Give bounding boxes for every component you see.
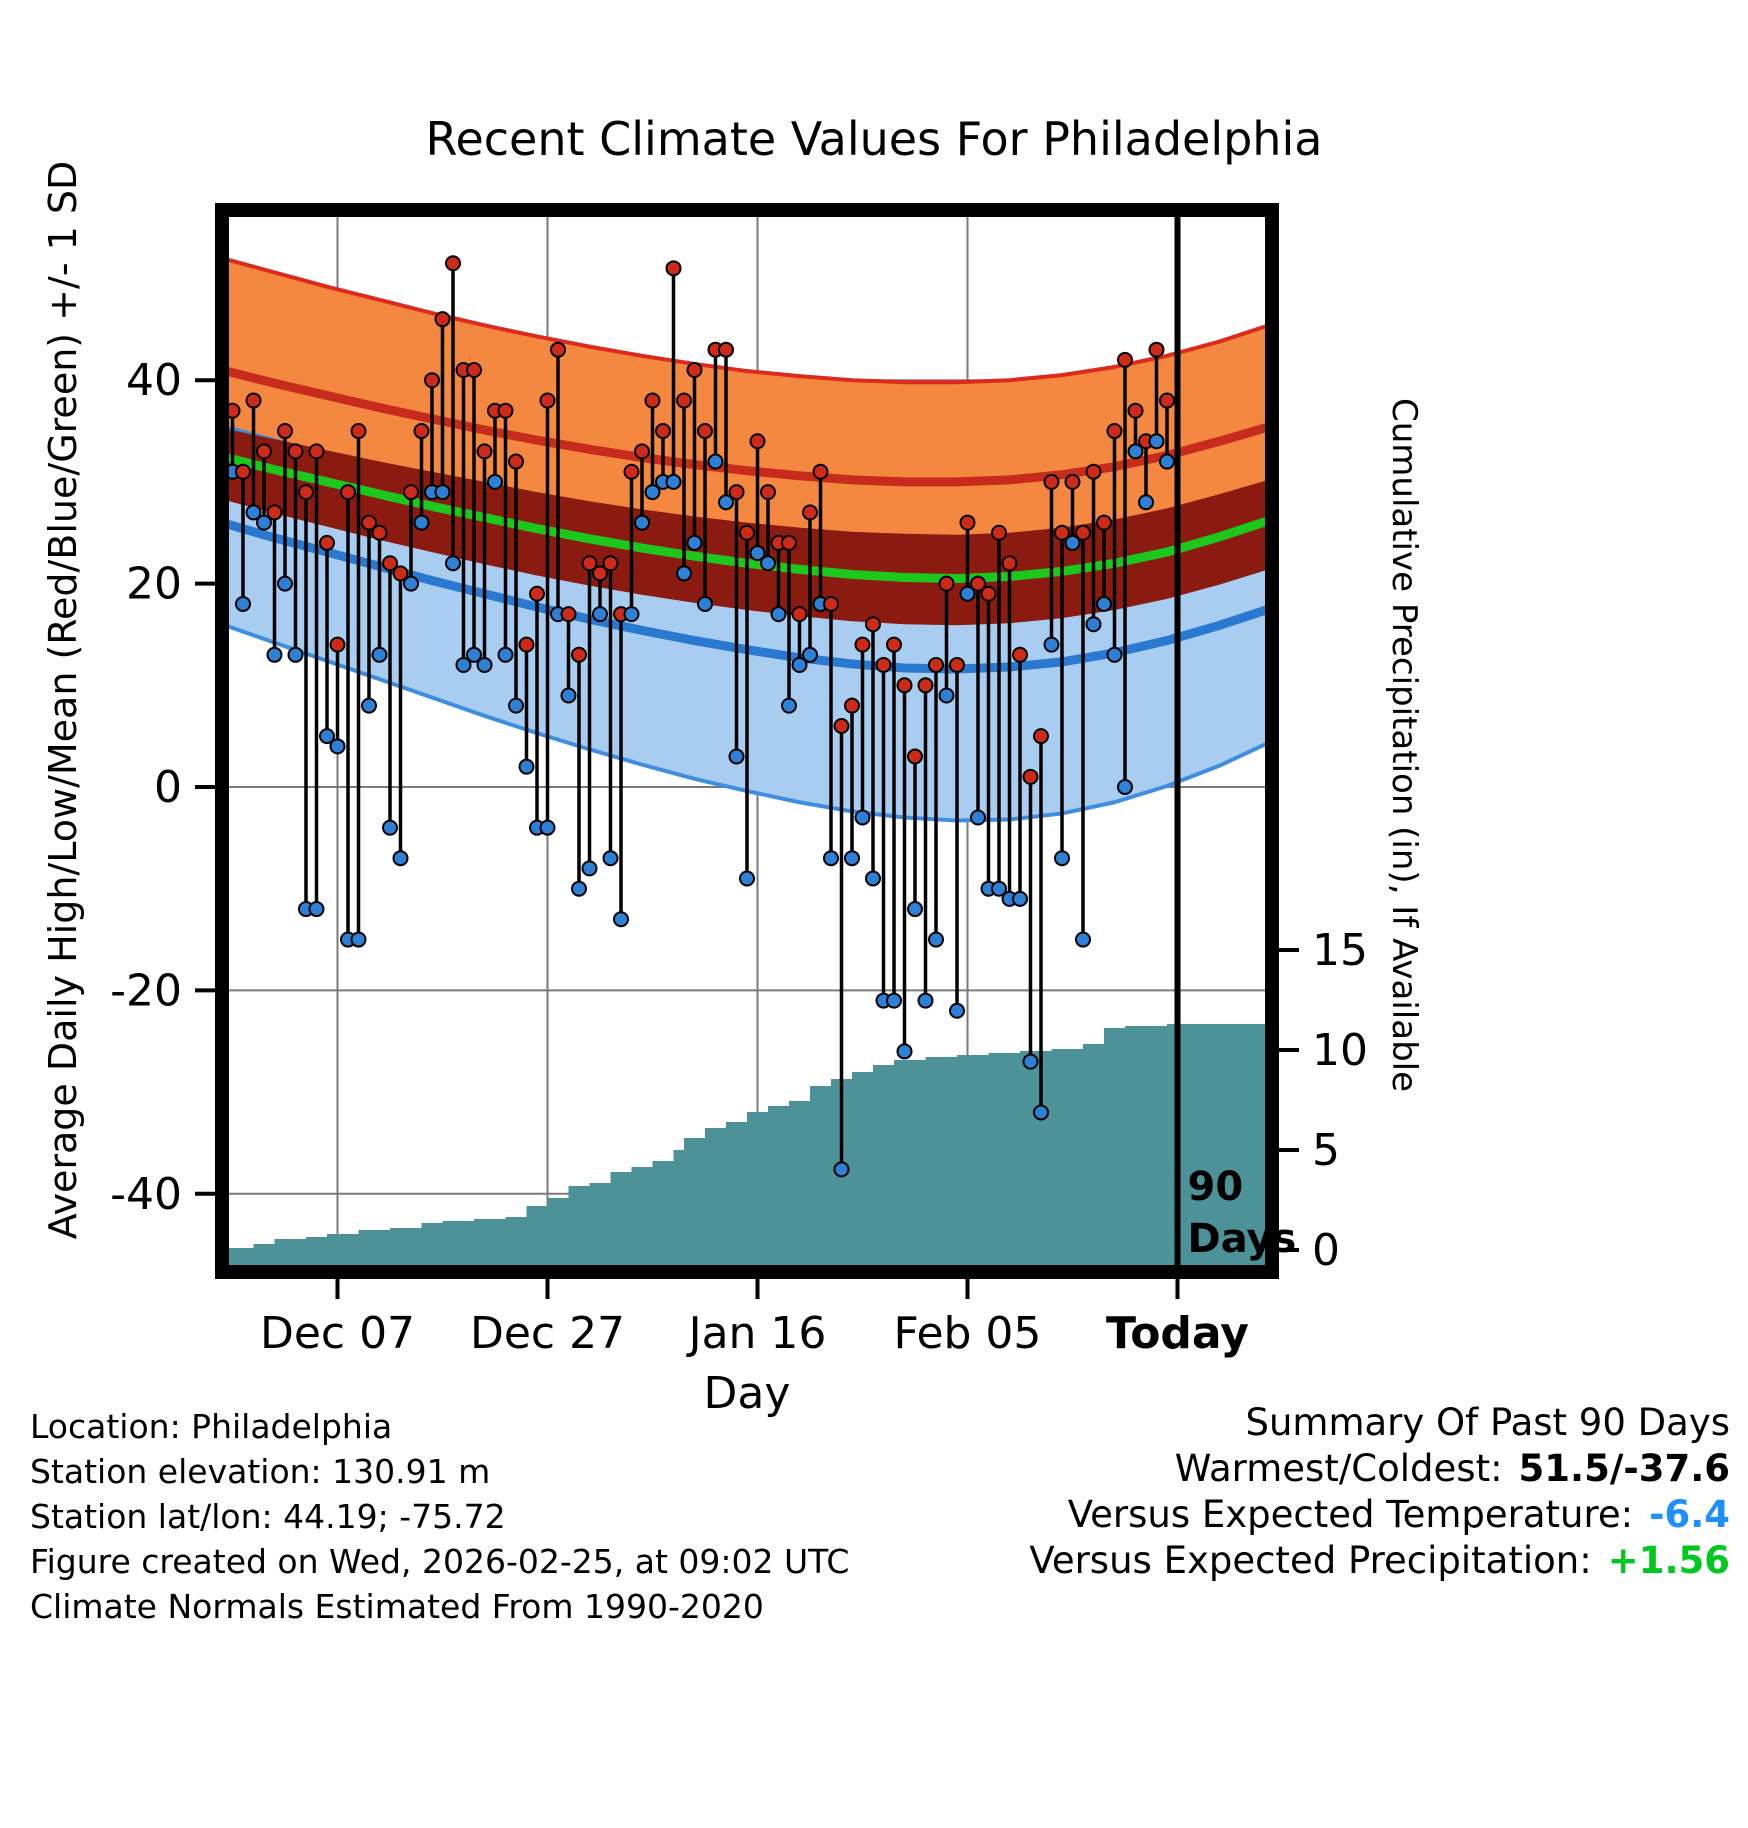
right-axis-label: Cumulative Precipitation (in), If Availa… [1384,397,1424,1093]
summary-row-vs-precip: Versus Expected Precipitation: +1.56 [1029,1538,1730,1584]
station-elevation: Station elevation: 130.91 m [30,1452,491,1491]
svg-text:Dec 27: Dec 27 [470,1308,625,1359]
summary-row-vs-temp: Versus Expected Temperature: -6.4 [1029,1492,1730,1538]
summary-row-warmest-coldest: Warmest/Coldest: 51.5/-37.6 [1029,1446,1730,1492]
climate-normals-note: Climate Normals Estimated From 1990-2020 [30,1587,764,1626]
svg-text:20: 20 [126,559,182,610]
summary-block: Summary Of Past 90 Days Warmest/Coldest:… [1029,1400,1730,1584]
svg-text:5: 5 [1312,1125,1340,1176]
summary-heading: Summary Of Past 90 Days [1245,1401,1730,1444]
svg-text:40: 40 [126,355,182,406]
svg-text:Days: Days [1188,1216,1297,1262]
summary-label: Warmest/Coldest: [1174,1447,1503,1490]
figure-created: Figure created on Wed, 2026-02-25, at 09… [30,1542,850,1581]
summary-value-vs-temp: -6.4 [1649,1493,1730,1536]
svg-text:10: 10 [1312,1025,1368,1076]
station-info: Location: Philadelphia Station elevation… [30,1404,849,1629]
summary-label: Versus Expected Temperature: [1067,1493,1634,1536]
station-location: Location: Philadelphia [30,1407,393,1446]
summary-value-vs-precip: +1.56 [1607,1539,1730,1582]
summary-label: Versus Expected Precipitation: [1029,1539,1592,1582]
summary-value-warmest-coldest: 51.5/-37.6 [1518,1447,1730,1490]
svg-text:-20: -20 [110,965,182,1016]
svg-text:0: 0 [154,762,182,813]
svg-text:-40: -40 [110,1169,182,1220]
svg-text:0: 0 [1312,1225,1340,1276]
x-axis-label: Day [703,1368,791,1419]
svg-text:Feb 05: Feb 05 [894,1308,1042,1359]
station-latlon: Station lat/lon: 44.19; -75.72 [30,1497,506,1536]
svg-text:Today: Today [1106,1308,1249,1359]
svg-text:Jan 16: Jan 16 [686,1308,827,1359]
svg-text:90: 90 [1188,1164,1244,1210]
svg-text:15: 15 [1312,925,1368,976]
chart-title: Recent Climate Values For Philadelphia [425,112,1323,166]
left-axis-label: Average Daily High/Low/Mean (Red/Blue/Gr… [41,160,85,1240]
svg-text:Dec 07: Dec 07 [260,1308,415,1359]
